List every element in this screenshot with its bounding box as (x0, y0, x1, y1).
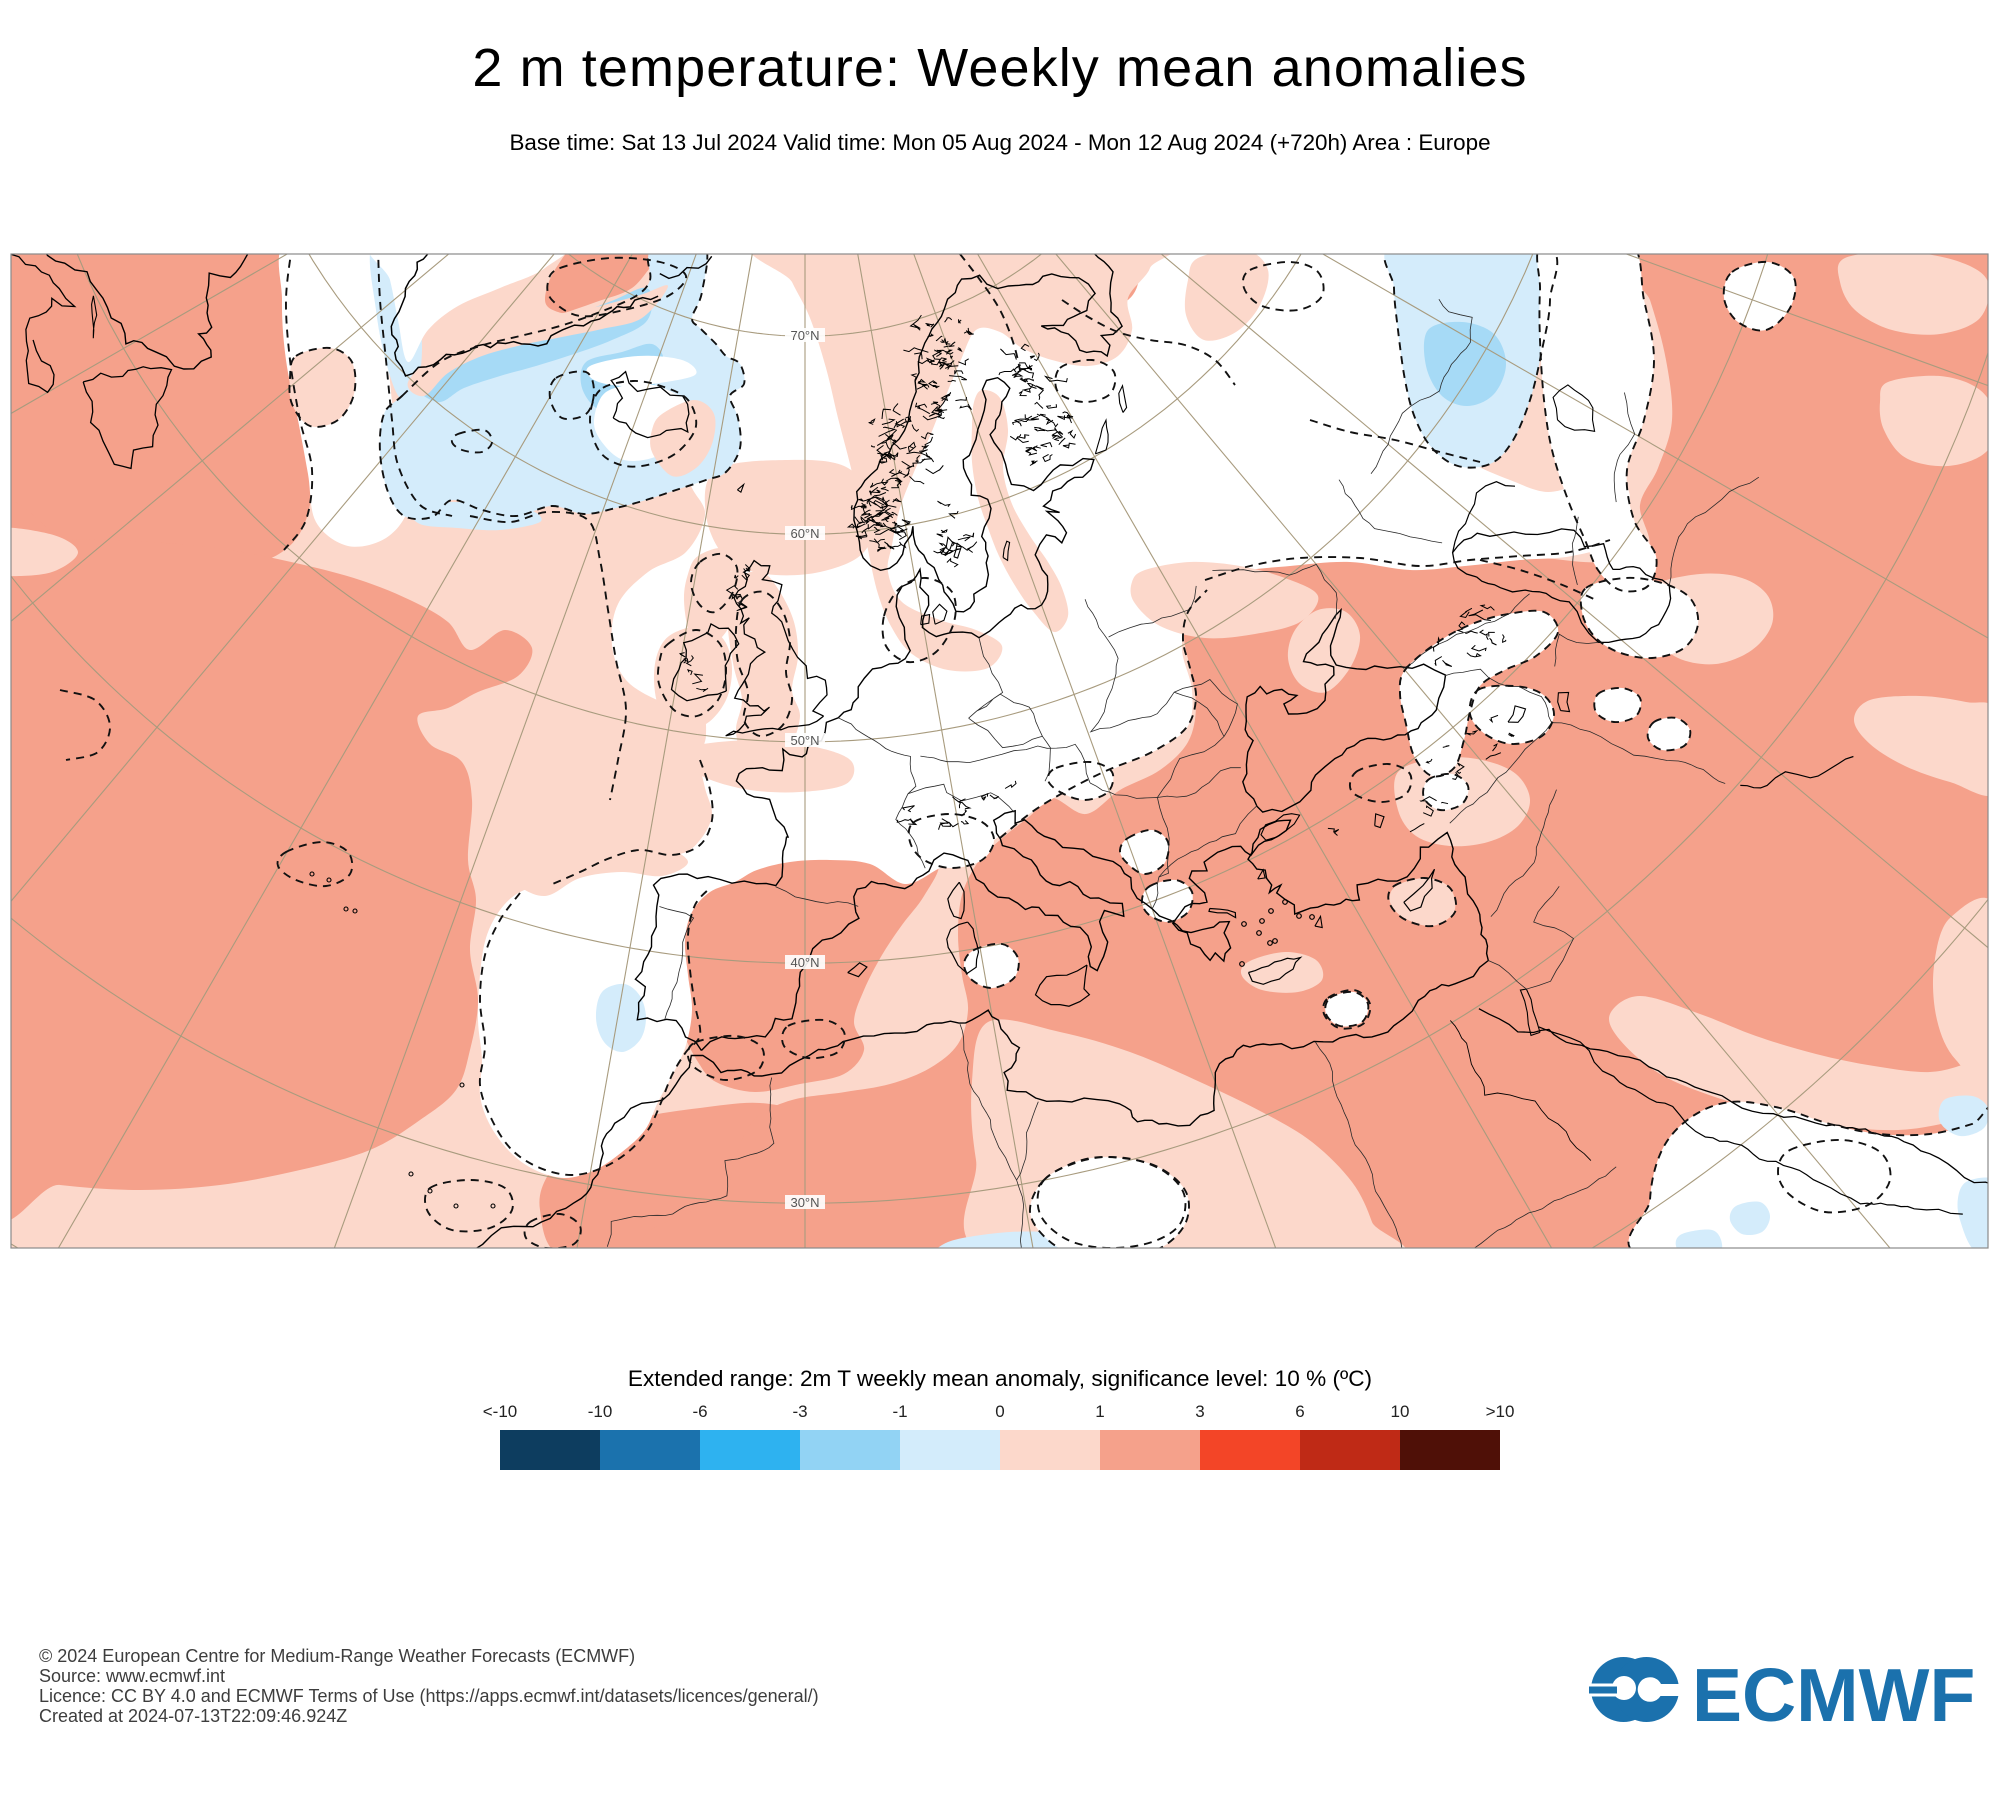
svg-text:30°N: 30°N (790, 1195, 819, 1210)
svg-text:60°N: 60°N (790, 526, 819, 541)
svg-text:40°N: 40°N (790, 955, 819, 970)
svg-text:50°N: 50°N (790, 733, 819, 748)
svg-text:ECMWF: ECMWF (1692, 1653, 1975, 1737)
svg-text:70°N: 70°N (790, 328, 819, 343)
